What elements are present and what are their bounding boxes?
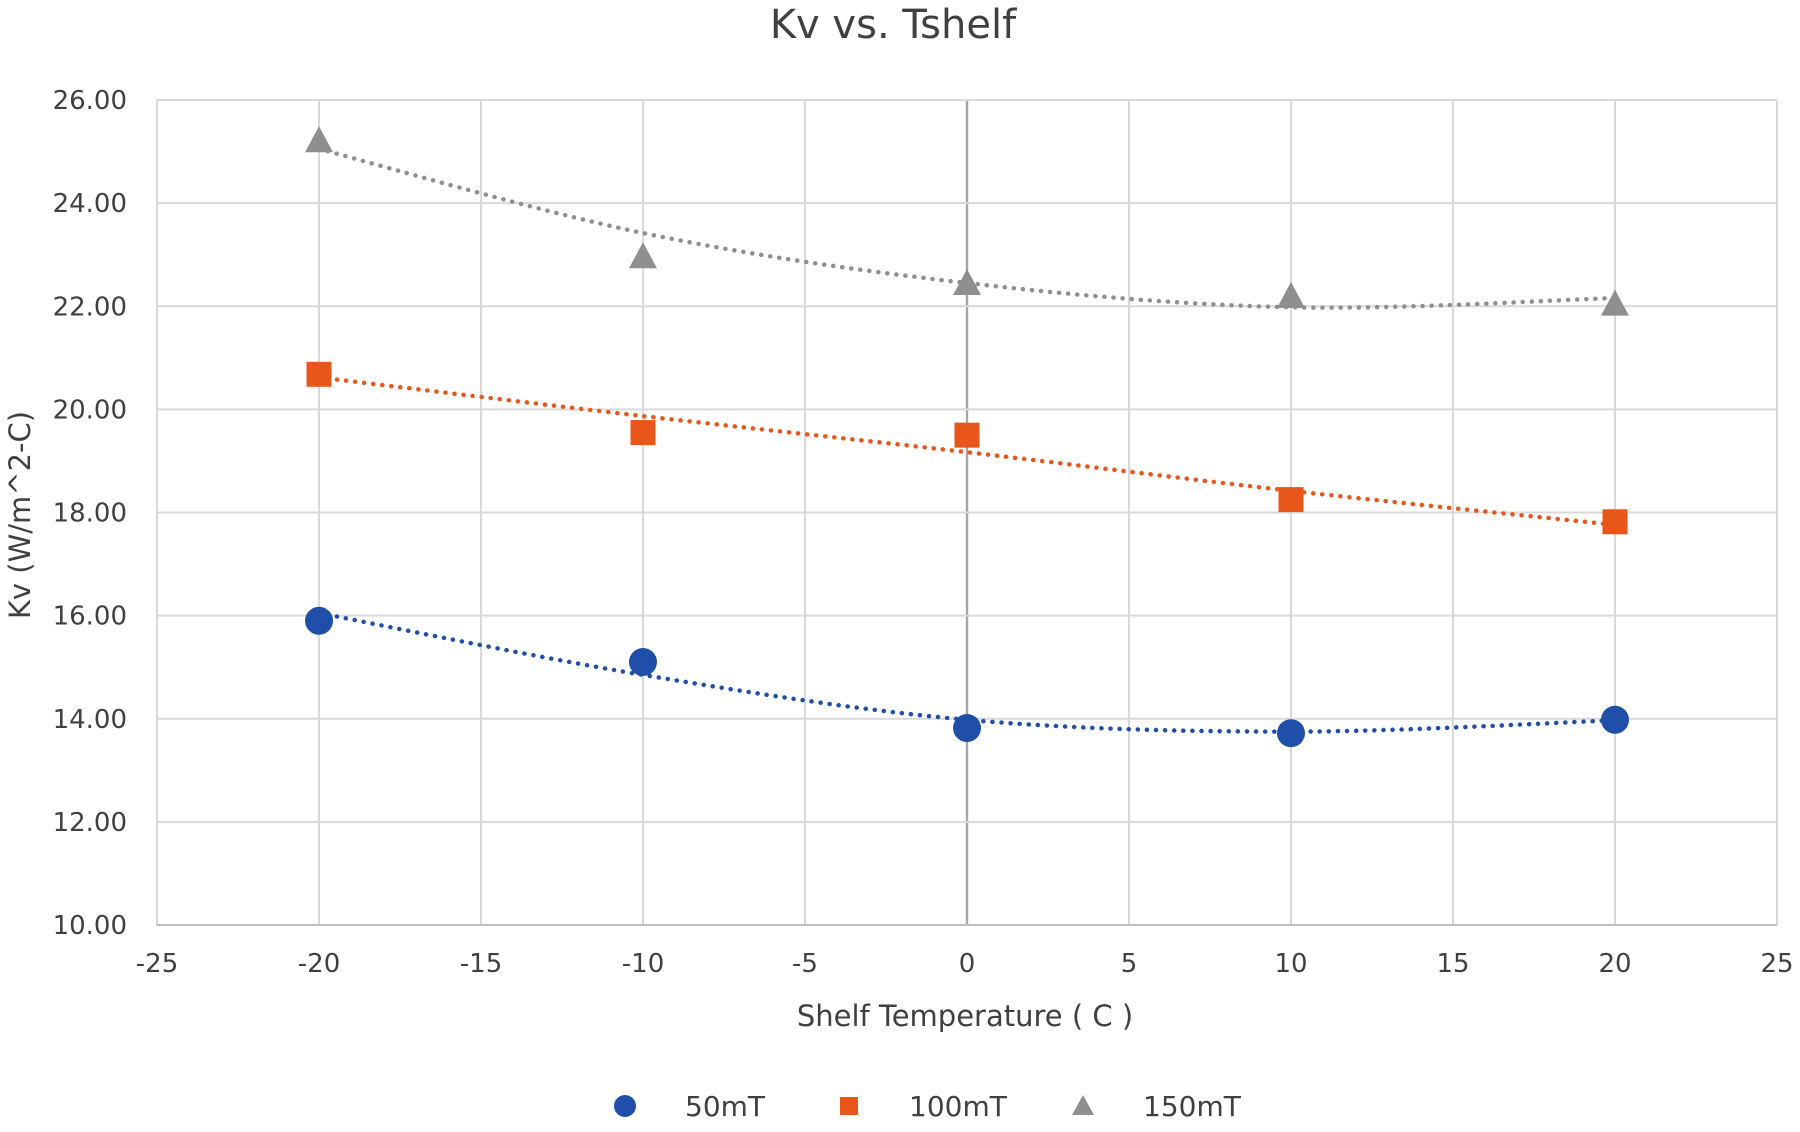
data-point-100mT <box>630 420 656 446</box>
x-tick-label: -10 <box>622 949 664 979</box>
legend-marker-150mT <box>1072 1095 1094 1115</box>
data-point-100mT <box>954 422 980 448</box>
x-tick-label: 0 <box>959 949 976 979</box>
legend-label-150mT: 150mT <box>1143 1090 1242 1123</box>
y-tick-label: 18.00 <box>53 499 127 529</box>
data-point-50mT <box>1601 705 1629 734</box>
y-tick-label: 12.00 <box>53 808 127 838</box>
data-point-50mT <box>953 714 981 743</box>
y-tick-label: 26.00 <box>53 86 127 116</box>
x-tick-label: 10 <box>1274 949 1307 979</box>
legend-marker-50mT <box>614 1095 636 1117</box>
data-point-50mT <box>629 648 657 677</box>
data-point-100mT <box>306 361 332 387</box>
legend: 50mT 100mT 150mT <box>614 1090 1242 1123</box>
data-point-150mT <box>305 126 333 153</box>
trendline-100mT <box>316 375 1618 528</box>
data-point-150mT <box>953 269 981 296</box>
legend-marker-100mT <box>840 1097 858 1115</box>
x-tick-label: -5 <box>792 949 818 979</box>
x-tick-label: 15 <box>1436 949 1469 979</box>
x-tick-label: -20 <box>298 949 340 979</box>
y-tick-label: 16.00 <box>53 602 127 632</box>
x-tick-label: 25 <box>1760 949 1793 979</box>
data-point-50mT <box>1277 719 1305 748</box>
y-tick-label: 10.00 <box>53 911 127 941</box>
data-point-150mT <box>629 242 657 269</box>
y-tick-label: 14.00 <box>53 705 127 735</box>
x-tick-label: -15 <box>460 949 502 979</box>
y-tick-label: 22.00 <box>53 292 127 322</box>
legend-label-50mT: 50mT <box>685 1090 766 1123</box>
x-axis-title: Shelf Temperature ( C ) <box>797 999 1133 1033</box>
data-markers <box>305 126 1629 748</box>
y-tick-label: 24.00 <box>53 189 127 219</box>
data-point-100mT <box>1278 487 1304 513</box>
y-tick-label: 20.00 <box>53 395 127 425</box>
y-axis-title: Kv (W/m^2-C) <box>3 411 37 619</box>
legend-label-100mT: 100mT <box>909 1090 1008 1123</box>
data-point-50mT <box>305 606 333 635</box>
grid-lines <box>156 99 1778 925</box>
x-tick-label: 20 <box>1598 949 1631 979</box>
chart-title: Kv vs. Tshelf <box>770 2 1017 48</box>
data-point-150mT <box>1277 281 1305 308</box>
tick-labels: -25 -20 -15 -10 -5 0 5 10 15 20 25 10.00 12.00 14.00 1… <box>53 86 1794 979</box>
x-tick-label: -25 <box>136 949 178 979</box>
x-tick-label: 5 <box>1121 949 1138 979</box>
data-point-100mT <box>1602 509 1628 535</box>
data-point-150mT <box>1601 289 1629 316</box>
